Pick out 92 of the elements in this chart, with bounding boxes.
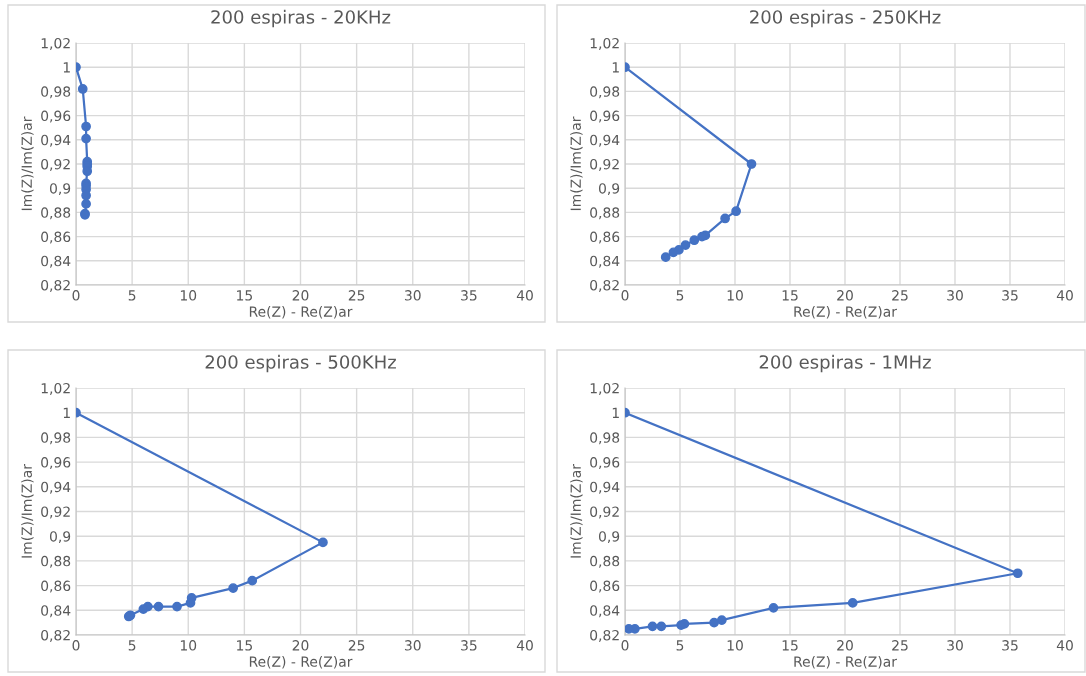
- x-tick-label: 40: [516, 290, 533, 301]
- y-tick-label: 0,88: [41, 207, 71, 220]
- x-tick-label: 20: [292, 640, 309, 651]
- y-tick-label: 0,96: [41, 110, 71, 123]
- y-tick-label: 0,84: [41, 605, 71, 618]
- y-tick-label: 1: [612, 407, 619, 418]
- x-tick-label: 10: [727, 640, 743, 651]
- x-tick-label: 35: [461, 640, 477, 651]
- x-tick-label: 10: [727, 290, 743, 301]
- x-tick-label: 5: [676, 290, 684, 301]
- y-tick-label: 1,02: [590, 37, 619, 50]
- x-tick-label: 40: [1056, 290, 1073, 301]
- y-tick-label: 0,92: [590, 158, 619, 171]
- y-tick-label: 1: [612, 62, 619, 73]
- x-tick-label: 20: [837, 290, 853, 301]
- y-axis-title: Im(Z)/Im(Z)ar: [570, 464, 583, 558]
- y-tick-label: 0,9: [49, 183, 71, 196]
- y-tick-label: 0,84: [590, 605, 620, 618]
- y-tick-label: 0,88: [590, 555, 620, 568]
- y-tick-label: 0,98: [590, 86, 620, 99]
- y-tick-label: 0,98: [41, 432, 71, 445]
- y-tick-label: 0,82: [590, 629, 619, 642]
- x-tick-label: 25: [348, 640, 365, 651]
- y-tick-label: 0,86: [590, 580, 620, 593]
- y-tick-label: 0,9: [598, 183, 620, 196]
- x-tick-label: 0: [72, 290, 80, 301]
- y-tick-label: 0,88: [590, 207, 620, 220]
- y-tick-label: 0,96: [590, 110, 620, 123]
- x-tick-label: 20: [837, 640, 853, 651]
- x-tick-label: 40: [1056, 640, 1073, 651]
- chart-title: 200 espiras - 1MHz: [759, 354, 931, 373]
- y-tick-label: 0,92: [590, 506, 619, 519]
- y-axis-title: Im(Z)/Im(Z)ar: [570, 116, 583, 211]
- x-axis-title: Re(Z) - Re(Z)ar: [249, 656, 353, 669]
- chart-title: 200 espiras - 20KHz: [211, 9, 391, 28]
- x-tick-label: 0: [621, 290, 629, 301]
- y-axis-title: Im(Z)/Im(Z)ar: [21, 116, 34, 211]
- x-tick-label: 25: [892, 290, 908, 301]
- y-tick-label: 0,82: [41, 629, 70, 642]
- x-tick-label: 35: [1002, 290, 1018, 301]
- chart-title: 200 espiras - 250KHz: [750, 9, 941, 28]
- y-tick-label: 0,96: [590, 457, 620, 469]
- y-tick-label: 0,9: [598, 531, 620, 544]
- y-tick-label: 0,96: [41, 457, 71, 469]
- y-tick-label: 0,98: [590, 432, 620, 445]
- y-tick-label: 1,02: [590, 382, 619, 395]
- x-tick-label: 5: [128, 290, 136, 301]
- x-tick-label: 15: [782, 640, 798, 651]
- y-tick-label: 0,86: [590, 231, 620, 244]
- x-axis-title: Re(Z) - Re(Z)ar: [794, 656, 897, 669]
- x-tick-label: 20: [292, 290, 309, 301]
- y-tick-label: 1: [63, 62, 70, 73]
- x-tick-label: 10: [180, 640, 197, 651]
- y-tick-label: 0,86: [41, 231, 71, 244]
- x-tick-label: 10: [180, 290, 197, 301]
- x-tick-label: 35: [461, 290, 477, 301]
- y-tick-label: 1,02: [41, 382, 70, 395]
- x-tick-label: 0: [72, 640, 80, 651]
- x-tick-label: 15: [782, 290, 798, 301]
- y-tick-label: 1: [63, 407, 70, 418]
- y-tick-label: 0,94: [590, 481, 620, 494]
- y-tick-label: 0,92: [41, 506, 70, 519]
- y-tick-label: 0,84: [41, 255, 71, 268]
- x-tick-label: 5: [128, 640, 136, 651]
- y-tick-label: 0,94: [590, 134, 620, 147]
- y-tick-label: 0,84: [590, 255, 620, 268]
- x-tick-label: 25: [348, 290, 365, 301]
- x-axis-title: Re(Z) - Re(Z)ar: [249, 306, 353, 319]
- chart-title: 200 espiras - 500KHz: [205, 354, 396, 373]
- x-tick-label: 30: [404, 640, 421, 651]
- y-tick-label: 1,02: [41, 37, 70, 50]
- x-tick-label: 30: [947, 290, 963, 301]
- y-tick-label: 0,9: [49, 531, 71, 544]
- x-tick-label: 40: [516, 640, 533, 651]
- y-tick-label: 0,86: [41, 580, 71, 593]
- x-tick-label: 0: [621, 640, 629, 651]
- x-tick-label: 30: [947, 640, 963, 651]
- y-tick-label: 0,94: [41, 134, 71, 147]
- y-axis-title: Im(Z)/Im(Z)ar: [21, 464, 34, 558]
- x-tick-label: 35: [1002, 640, 1018, 651]
- y-tick-label: 0,82: [590, 279, 619, 292]
- y-tick-label: 0,92: [41, 158, 70, 171]
- x-axis-title: Re(Z) - Re(Z)ar: [794, 306, 897, 319]
- x-tick-label: 5: [676, 640, 684, 651]
- y-tick-label: 0,82: [41, 279, 70, 292]
- y-tick-label: 0,98: [41, 86, 71, 99]
- y-tick-label: 0,88: [41, 555, 71, 568]
- y-tick-label: 0,94: [41, 481, 71, 494]
- x-tick-label: 15: [237, 290, 252, 301]
- x-tick-label: 15: [237, 640, 252, 651]
- x-tick-label: 25: [892, 640, 908, 651]
- x-tick-label: 30: [404, 290, 421, 301]
